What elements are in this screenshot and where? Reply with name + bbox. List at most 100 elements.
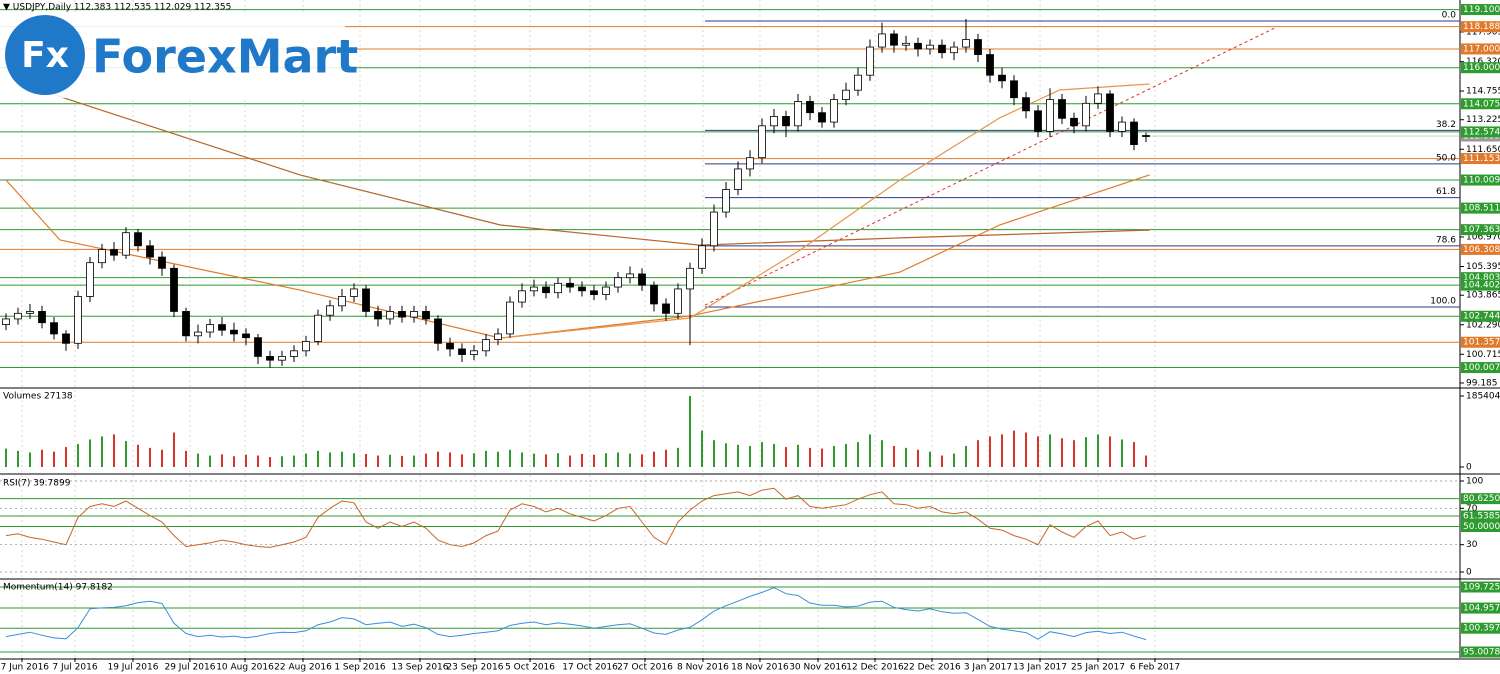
level-label-box [1461,622,1500,634]
volume-bar [748,445,751,467]
volume-bar [268,457,271,467]
candle-body [614,277,622,288]
y-tick-label: 100.715 [1466,350,1500,360]
candle-body [830,99,838,123]
volume-bar [904,447,907,467]
level-label: 100.007 [1463,363,1500,373]
candle-body [1130,121,1138,145]
volume-bar [868,434,871,467]
volume-bar [760,442,763,467]
volume-bar [292,455,295,467]
level-label: 80.6250 [1463,494,1500,504]
candle-body [914,42,922,50]
level-label-box [1461,174,1500,186]
x-tick-label: 6 Feb 2017 [1130,663,1180,673]
volume-bar [832,445,835,467]
volume-bar [844,444,847,467]
candle-body [1118,121,1126,132]
volume-bar [484,450,487,467]
level-label-box [1461,279,1500,291]
candle-body [818,112,826,123]
candle-body [434,318,442,344]
candle-body [98,249,106,264]
candle-body [986,54,994,76]
x-tick-label: 8 Nov 2016 [677,663,729,673]
x-tick-label: 10 Aug 2016 [216,663,274,673]
volume-bar [352,453,355,467]
volume-bar [724,443,727,467]
volume-bar [460,454,463,467]
volume-bar [316,450,319,467]
candle-body [746,157,754,170]
candle-body [1094,93,1102,104]
x-tick-label: 12 Dec 2016 [846,663,904,673]
level-label: 118.188 [1463,22,1500,32]
volume-bar [220,454,223,467]
candle-body [566,282,574,288]
candle-body [350,288,358,297]
candle-body [1058,99,1066,119]
x-tick-label: 23 Sep 2016 [446,663,503,673]
candle-body [722,189,730,213]
volume-bar [244,454,247,467]
indicator-line [5,487,1147,548]
volume-bar [1060,438,1063,467]
candle-body [458,348,466,355]
candle-body [638,273,646,286]
volume-bar [1048,434,1051,467]
level-label-box [1461,243,1500,255]
level-label-box [1461,4,1500,16]
volume-bar [76,444,79,467]
volume-bar [52,451,55,467]
volume-bar [196,453,199,467]
volume-bar [28,452,31,467]
x-tick-label: 25 Jan 2017 [1071,663,1125,673]
level-label-box [1461,520,1500,532]
candle-body [734,168,742,190]
candle-body [674,288,682,314]
panel-title: Momentum(14) 97.8182 [3,583,113,593]
volume-bar [568,455,571,467]
volume-bar [1012,430,1015,467]
candle-body [650,284,658,305]
level-label-box [1461,21,1500,33]
level-label: 119.100 [1463,5,1500,15]
trendline [704,27,1276,306]
y-tick-label: 117.905 [1466,27,1500,37]
volume-bar [892,445,895,467]
volume-bar [424,453,427,467]
volume-bar [664,449,667,467]
volume-bar [400,455,403,467]
logo-name: ForexMart [92,30,358,84]
level-label: 104.803 [1463,273,1500,283]
candle-body [146,245,154,258]
level-label-box [1461,224,1500,236]
volume-bar [64,447,67,467]
volume-bar [508,449,511,467]
volume-bar [604,453,607,467]
level-label: 95.0078 [1463,648,1500,658]
x-tick-label: 17 Oct 2016 [562,663,618,673]
level-label: 104.402 [1463,281,1500,291]
level-label: 116.000 [1463,63,1500,73]
candle-body [710,211,718,247]
candle-body [530,286,538,292]
candle-body [998,74,1006,82]
x-tick-label: 1 Sep 2016 [334,663,386,673]
logo: Fx ForexMart [0,12,358,98]
level-label-box [1461,646,1500,658]
candle-body [410,311,418,318]
candle-body [1142,135,1150,137]
volume-bar [40,449,43,467]
volume-bar [112,434,115,467]
volume-bar [1036,436,1039,467]
x-tick-label: 27 Oct 2016 [617,663,673,673]
volume-bar [1108,436,1111,467]
y-tick-label: 111.650 [1466,145,1500,155]
fib-label: 78.6 [1436,235,1456,245]
level-label: 117.000 [1463,44,1500,54]
candle-body [14,312,22,320]
volume-bar [940,455,943,467]
candle-body [242,333,250,339]
